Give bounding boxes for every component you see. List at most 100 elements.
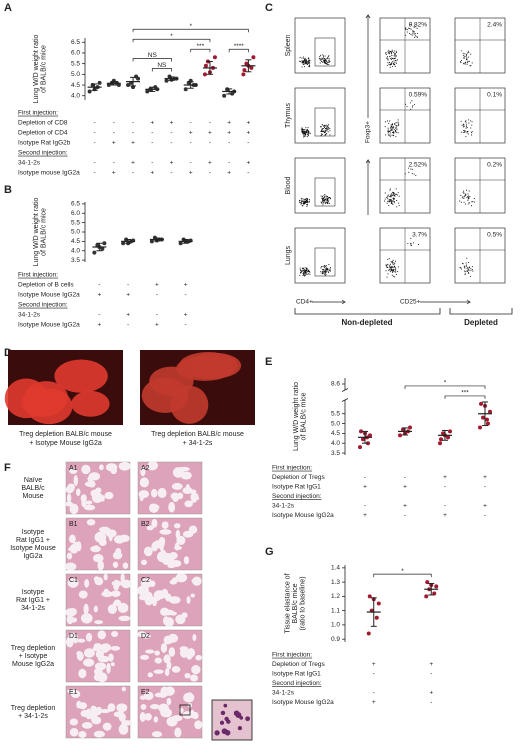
significance-label: *: [401, 568, 404, 575]
condition-sign: -: [156, 312, 158, 319]
photo-caption: Treg depletion BALB/c mouse: [19, 431, 112, 438]
panel-label: C: [265, 2, 273, 14]
cell-dot: [464, 273, 466, 275]
cell-dot: [328, 263, 330, 266]
cell-dot: [389, 132, 391, 134]
percentage: 0.5%: [487, 232, 502, 239]
cell-dot: [392, 193, 394, 195]
cell-dot: [390, 270, 392, 272]
cell-dot: [304, 272, 306, 274]
cell-dot: [391, 200, 393, 202]
data-point: [121, 241, 126, 246]
cell-dot: [466, 53, 468, 55]
percentage: 2.4%: [487, 22, 502, 29]
cell-dot: [322, 200, 324, 202]
cell-dot: [308, 66, 311, 68]
cell-dot: [323, 195, 325, 197]
alveolus: [112, 561, 119, 568]
row-label: 34-1-2s: [21, 605, 45, 612]
alveolus: [110, 590, 121, 597]
alveolus: [83, 504, 96, 511]
cell-dot: [462, 52, 464, 54]
alveolus: [66, 552, 73, 560]
cell-dot: [385, 134, 387, 136]
nucleus: [214, 730, 220, 736]
cell-dot: [392, 198, 395, 200]
cell-dot: [413, 173, 415, 175]
cell-dot: [467, 195, 470, 197]
cell-dot: [390, 193, 392, 195]
alveolus: [117, 602, 129, 613]
cell-dot: [393, 132, 395, 134]
condition-sign: +: [403, 484, 407, 491]
y-axis-label: Tissue elastance of: [284, 573, 291, 633]
alveolus: [83, 648, 95, 658]
arrow: [365, 158, 371, 215]
cell-dot: [396, 125, 398, 127]
cell-dot: [395, 193, 398, 195]
alveolus: [168, 647, 176, 657]
alveolus: [161, 588, 169, 599]
cell-dot: [391, 261, 393, 264]
cell-dot: [301, 267, 304, 269]
cell-dot: [321, 130, 323, 133]
cell-dot: [394, 129, 397, 131]
cell-dot: [385, 270, 387, 272]
alveolus: [69, 503, 79, 515]
y-axis-label: Foxp3+: [365, 121, 372, 143]
alveolus: [171, 715, 183, 722]
cell-dot: [328, 59, 330, 61]
cell-dot: [393, 263, 395, 266]
cell-dot: [396, 59, 399, 61]
alveolus: [91, 716, 102, 725]
condition-sign: -: [430, 671, 432, 678]
cell-dot: [460, 120, 462, 122]
nucleus: [239, 715, 244, 720]
alveolus: [173, 523, 181, 529]
y-tick-label: 4.0: [331, 440, 340, 447]
data-point: [97, 80, 102, 85]
condition-sign: -: [247, 140, 249, 147]
alveolus: [69, 728, 79, 737]
cell-dot: [388, 196, 390, 198]
cell-dot: [301, 198, 303, 200]
cell-dot: [387, 134, 389, 136]
cell-dot: [327, 128, 329, 130]
cell-dot: [467, 271, 469, 273]
cell-dot: [303, 274, 305, 276]
cell-dot: [470, 120, 472, 122]
cell-dot: [299, 199, 301, 201]
cell-dot: [392, 127, 394, 129]
cell-dot: [471, 121, 473, 123]
tile-label: B1: [69, 521, 78, 528]
cell-dot: [463, 197, 465, 199]
cell-dot: [324, 62, 326, 64]
alveolus: [179, 647, 189, 658]
lung-lobe: [149, 366, 194, 396]
cell-dot: [391, 128, 393, 130]
condition-sign: +: [363, 512, 367, 519]
cell-dot: [325, 128, 327, 130]
cell-dot: [304, 270, 306, 273]
cell-dot: [387, 58, 389, 60]
cell-dot: [386, 196, 388, 198]
cell-dot: [463, 124, 465, 126]
cell-dot: [326, 63, 328, 65]
data-point: [376, 601, 381, 606]
cell-dot: [395, 126, 397, 128]
cell-dot: [390, 194, 392, 196]
cell-dot: [323, 57, 325, 60]
alveolus: [93, 730, 105, 738]
cell-dot: [386, 266, 388, 268]
alveolus: [106, 662, 111, 674]
cell-dot: [390, 261, 392, 263]
cell-dot: [322, 266, 324, 268]
cell-dot: [413, 33, 415, 35]
cell-dot: [323, 273, 326, 275]
cell-dot: [463, 192, 465, 194]
cell-dot: [412, 32, 414, 34]
cell-dot: [321, 195, 324, 198]
alveolus: [140, 578, 153, 589]
alveolus: [157, 487, 167, 499]
cell-dot: [405, 103, 407, 105]
